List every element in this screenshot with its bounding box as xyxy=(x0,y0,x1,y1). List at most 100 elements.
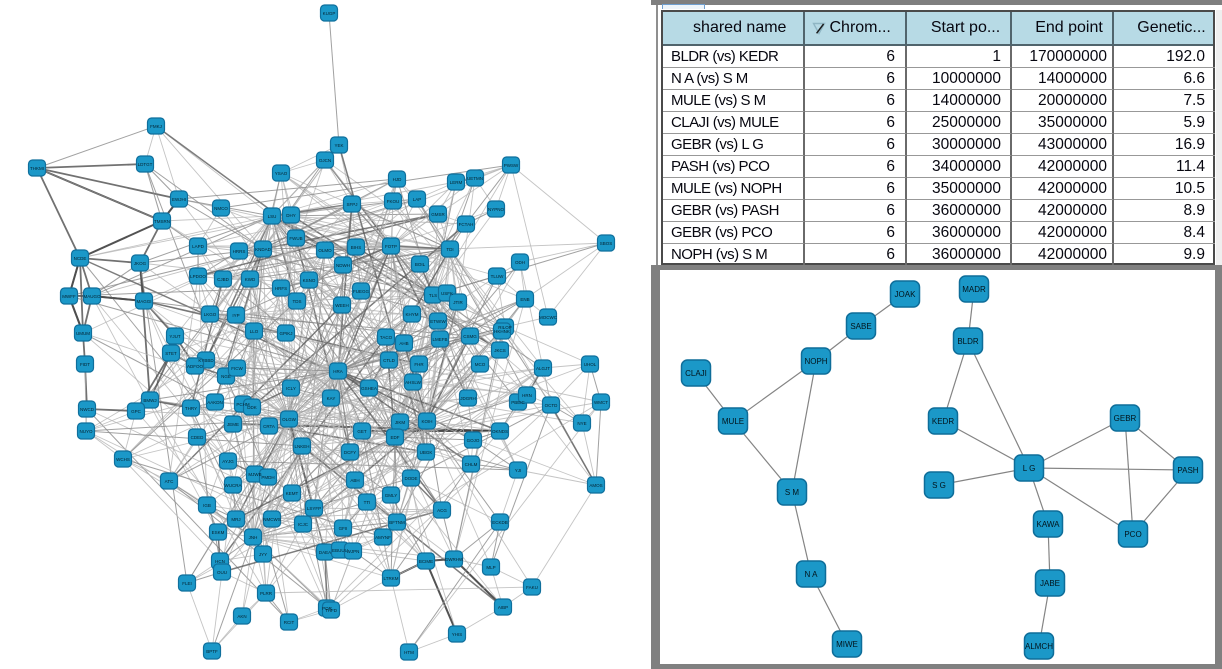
svg-text:TMSRN: TMSRN xyxy=(154,219,170,224)
svg-text:LSYFP: LSYFP xyxy=(307,506,321,511)
svg-text:JKCS: JKCS xyxy=(494,348,506,353)
svg-text:LKGO: LKGO xyxy=(204,312,217,317)
svg-text:JTIR: JTIR xyxy=(453,300,463,305)
svg-text:FIDT: FIDT xyxy=(80,362,90,367)
svg-text:FICW: FICW xyxy=(231,366,243,371)
svg-text:ADFOO: ADFOO xyxy=(187,364,204,369)
svg-text:GPIKJ: GPIKJ xyxy=(279,331,292,336)
svg-text:GOJO: GOJO xyxy=(467,438,480,443)
svg-text:POR: POR xyxy=(322,606,333,611)
svg-text:LDTGT: LDTGT xyxy=(138,162,153,167)
svg-text:ODH: ODH xyxy=(515,260,525,265)
svg-text:FWUB: FWUB xyxy=(289,236,302,241)
svg-text:NWCD: NWCD xyxy=(80,407,95,412)
svg-text:WUCRA: WUCRA xyxy=(225,483,242,488)
svg-text:FHR: FHR xyxy=(414,362,424,367)
svg-text:LAPD: LAPD xyxy=(192,244,205,249)
svg-text:ECKDB: ECKDB xyxy=(492,520,508,525)
svg-text:OUU: OUU xyxy=(217,570,227,575)
svg-text:MOCWC: MOCWC xyxy=(539,315,558,320)
svg-text:WEEH: WEEH xyxy=(335,303,349,308)
svg-text:HJD: HJD xyxy=(393,177,402,182)
svg-text:ABH: ABH xyxy=(350,478,359,483)
svg-text:JEME: JEME xyxy=(227,422,239,427)
svg-text:LLO: LLO xyxy=(250,329,259,334)
svg-text:UBGK: UBGK xyxy=(420,450,433,455)
svg-text:GSHEA: GSHEA xyxy=(361,386,377,391)
svg-text:YHIS: YHIS xyxy=(452,632,463,637)
svg-text:YJUT: YJUT xyxy=(169,334,181,339)
svg-text:UMUM: UMUM xyxy=(76,331,90,336)
svg-text:BFTNM: BFTNM xyxy=(389,520,405,525)
svg-text:TDI: TDI xyxy=(446,247,453,252)
svg-text:CLAJI: CLAJI xyxy=(685,369,707,378)
svg-text:TTI: TTI xyxy=(364,500,371,505)
svg-text:WCHS: WCHS xyxy=(116,457,130,462)
svg-text:MIWE: MIWE xyxy=(836,640,858,649)
svg-text:SABE: SABE xyxy=(850,322,871,331)
svg-text:MADR: MADR xyxy=(962,285,986,294)
svg-text:MAUGO: MAUGO xyxy=(83,294,101,299)
svg-text:N A: N A xyxy=(805,570,819,579)
svg-text:CRTA: CRTA xyxy=(263,424,275,429)
svg-text:BIHS: BIHS xyxy=(351,245,362,250)
svg-text:ICLY: ICLY xyxy=(286,386,296,391)
svg-text:ENB: ENB xyxy=(520,297,529,302)
svg-text:FOTP: FOTP xyxy=(385,244,397,249)
svg-text:UETMN: UETMN xyxy=(467,176,483,181)
svg-text:JNH: JNH xyxy=(249,535,258,540)
svg-text:AAKDN: AAKDN xyxy=(207,400,223,405)
svg-text:GPC: GPC xyxy=(131,409,142,414)
svg-text:BOIL: BOIL xyxy=(415,262,426,267)
svg-text:TLUW: TLUW xyxy=(491,274,505,279)
svg-text:NYPNO: NYPNO xyxy=(488,207,505,212)
svg-text:PWSW: PWSW xyxy=(504,163,519,168)
svg-text:NDWH: NDWH xyxy=(336,263,350,268)
svg-text:LTRKM: LTRKM xyxy=(384,576,399,581)
svg-text:OLGW: OLGW xyxy=(282,417,297,422)
svg-text:JABE: JABE xyxy=(1040,579,1060,588)
svg-text:IYP: IYP xyxy=(232,313,239,318)
svg-text:DAEA: DAEA xyxy=(319,550,331,555)
svg-text:ESKM: ESKM xyxy=(212,530,225,535)
svg-text:DCFY: DCFY xyxy=(344,450,356,455)
svg-text:L G: L G xyxy=(1023,464,1036,473)
svg-text:TLS: TLS xyxy=(429,293,437,298)
svg-text:KAWA: KAWA xyxy=(1037,520,1061,529)
svg-text:CSMG: CSMG xyxy=(463,334,477,339)
svg-text:KAY: KAY xyxy=(327,396,336,401)
svg-text:HTM: HTM xyxy=(404,650,414,655)
svg-text:SBOS: SBOS xyxy=(600,241,613,246)
svg-text:AHSLW: AHSLW xyxy=(405,380,421,385)
svg-text:MLP: MLP xyxy=(486,565,495,570)
svg-text:PASH: PASH xyxy=(1177,466,1198,475)
svg-text:THKMI: THKMI xyxy=(30,166,44,171)
svg-text:GFII: GFII xyxy=(339,526,348,531)
svg-text:NOPH: NOPH xyxy=(804,357,827,366)
svg-text:JYY: JYY xyxy=(259,552,267,557)
svg-text:AKN: AKN xyxy=(237,614,246,619)
svg-text:AMYNF: AMYNF xyxy=(375,535,391,540)
svg-text:BLDR: BLDR xyxy=(957,337,979,346)
svg-text:YSAO: YSAO xyxy=(275,171,288,176)
svg-text:CJBD: CJBD xyxy=(217,277,230,282)
svg-text:NYE: NYE xyxy=(577,421,586,426)
svg-text:BPTF: BPTF xyxy=(206,649,218,654)
svg-text:PBEIC: PBEIC xyxy=(511,400,525,405)
svg-text:KSNO: KSNO xyxy=(303,278,316,283)
svg-text:WMCT: WMCT xyxy=(594,400,608,405)
svg-text:DODE: DODE xyxy=(404,476,417,481)
svg-text:AYJG: AYJG xyxy=(222,459,234,464)
svg-text:PCO: PCO xyxy=(1124,530,1141,539)
svg-text:DDK: DDK xyxy=(247,405,257,410)
svg-text:RCIT: RCIT xyxy=(284,620,295,625)
svg-text:S G: S G xyxy=(932,481,946,490)
svg-text:BCIME: BCIME xyxy=(419,559,433,564)
svg-text:FCTAH: FCTAH xyxy=(459,222,474,227)
svg-text:GEBR: GEBR xyxy=(1114,414,1137,423)
svg-text:YEK: YEK xyxy=(334,143,343,148)
svg-text:OLMO: OLMO xyxy=(318,248,332,253)
svg-text:NMCWS: NMCWS xyxy=(263,517,281,522)
svg-text:HKHNK: HKHNK xyxy=(494,329,510,334)
svg-text:WJPN: WJPN xyxy=(347,549,360,554)
